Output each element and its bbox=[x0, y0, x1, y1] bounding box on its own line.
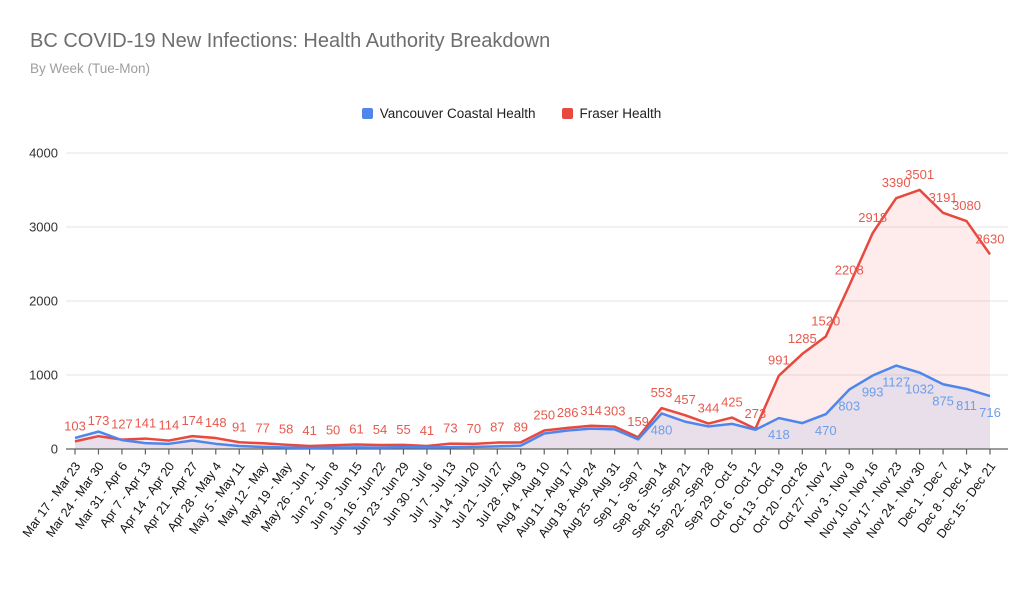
fraser-health-data-label: 70 bbox=[467, 421, 481, 436]
fraser-health-data-label: 55 bbox=[396, 422, 410, 437]
fraser-health-data-label: 1520 bbox=[811, 314, 840, 329]
vancouver-coastal-health-data-label: 470 bbox=[815, 423, 837, 438]
y-axis-tick-label: 2000 bbox=[29, 294, 58, 309]
fraser-health-data-label: 286 bbox=[557, 405, 579, 420]
vancouver-coastal-health-data-label: 811 bbox=[956, 398, 977, 413]
fraser-health-data-label: 3390 bbox=[882, 175, 911, 190]
y-axis-tick-label: 0 bbox=[51, 442, 58, 457]
fraser-health-data-label: 3080 bbox=[952, 198, 981, 213]
vancouver-coastal-health-data-label: 480 bbox=[651, 422, 673, 437]
legend-swatch-blue-icon bbox=[361, 108, 373, 119]
fraser-health-data-label: 91 bbox=[232, 419, 246, 434]
fraser-health-data-label: 54 bbox=[373, 422, 387, 437]
fraser-health-data-label: 314 bbox=[580, 403, 602, 418]
fraser-health-data-label: 173 bbox=[88, 413, 110, 428]
fraser-health-data-label: 3191 bbox=[929, 190, 958, 205]
fraser-health-area bbox=[75, 189, 990, 449]
fraser-health-data-label: 2630 bbox=[976, 231, 1005, 246]
y-axis-tick-label: 3000 bbox=[29, 220, 58, 235]
vancouver-coastal-health-data-label: 875 bbox=[932, 393, 954, 408]
fraser-health-data-label: 3501 bbox=[905, 167, 934, 182]
fraser-health-data-label: 58 bbox=[279, 422, 293, 437]
fraser-health-data-label: 114 bbox=[158, 418, 179, 433]
fraser-health-data-label: 41 bbox=[420, 423, 434, 438]
legend: Vancouver Coastal Health Fraser Health bbox=[0, 106, 1023, 121]
fraser-health-data-label: 61 bbox=[349, 421, 363, 436]
fraser-health-data-label: 127 bbox=[111, 417, 133, 432]
fraser-health-data-label: 2208 bbox=[835, 263, 864, 278]
legend-item-vancouver-coastal[interactable]: Vancouver Coastal Health bbox=[361, 106, 536, 121]
vancouver-coastal-health-data-label: 1032 bbox=[905, 382, 934, 397]
fraser-health-data-label: 250 bbox=[533, 408, 555, 423]
legend-label: Vancouver Coastal Health bbox=[379, 106, 536, 121]
fraser-health-data-label: 141 bbox=[135, 416, 157, 431]
fraser-health-data-label: 457 bbox=[674, 392, 696, 407]
fraser-health-data-label: 73 bbox=[443, 421, 457, 436]
fraser-health-data-label: 77 bbox=[255, 420, 269, 435]
legend-swatch-red-icon bbox=[561, 108, 573, 119]
fraser-health-data-label: 2918 bbox=[858, 210, 887, 225]
legend-label: Fraser Health bbox=[579, 106, 662, 121]
fraser-health-data-label: 303 bbox=[604, 404, 626, 419]
vancouver-coastal-health-data-label: 1127 bbox=[882, 375, 910, 390]
y-axis-tick-label: 4000 bbox=[29, 146, 58, 161]
fraser-health-data-label: 344 bbox=[698, 401, 720, 416]
vancouver-coastal-health-data-label: 993 bbox=[862, 385, 884, 400]
fraser-health-data-label: 174 bbox=[181, 413, 203, 428]
vancouver-coastal-health-data-label: 418 bbox=[768, 427, 790, 442]
fraser-health-data-label: 87 bbox=[490, 420, 504, 435]
fraser-health-line bbox=[74, 188, 992, 448]
vancouver-coastal-health-line bbox=[74, 364, 991, 450]
fraser-health-data-label: 991 bbox=[768, 353, 790, 368]
fraser-health-data-label: 425 bbox=[721, 395, 743, 410]
fraser-health-data-label: 89 bbox=[514, 419, 528, 434]
fraser-health-data-label: 553 bbox=[651, 385, 673, 400]
fraser-health-data-label: 148 bbox=[205, 415, 227, 430]
fraser-health-data-label: 50 bbox=[326, 422, 340, 437]
chart-title: BC COVID-19 New Infections: Health Autho… bbox=[30, 30, 551, 52]
fraser-health-data-label: 103 bbox=[64, 418, 86, 433]
fraser-health-data-label: 159 bbox=[627, 414, 649, 429]
vancouver-coastal-health-data-label: 803 bbox=[838, 399, 860, 414]
vancouver-coastal-health-data-label: 716 bbox=[979, 405, 1001, 420]
chart-subtitle: By Week (Tue-Mon) bbox=[30, 61, 151, 76]
legend-item-fraser-health[interactable]: Fraser Health bbox=[561, 106, 662, 121]
y-axis-tick-label: 1000 bbox=[29, 368, 58, 383]
fraser-health-data-label: 41 bbox=[302, 423, 316, 438]
fraser-health-data-label: 1285 bbox=[788, 331, 817, 346]
fraser-health-data-label: 273 bbox=[745, 406, 767, 421]
